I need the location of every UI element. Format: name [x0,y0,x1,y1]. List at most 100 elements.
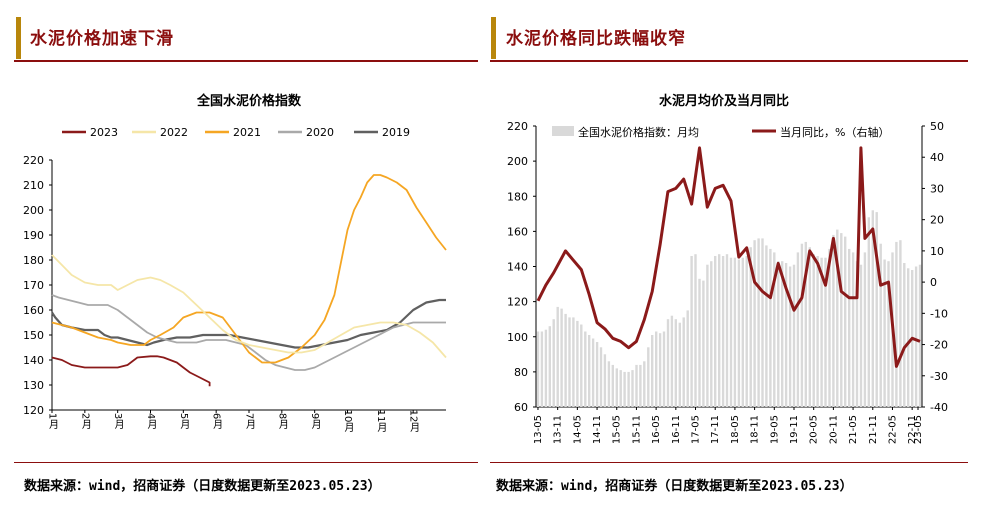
bar-month-avg [682,317,685,407]
right-x-tick-label: 14-05 [572,415,583,444]
right-x-tick-label: 16-05 [651,415,662,444]
bar-month-avg [639,364,642,407]
bar-month-avg [840,233,843,407]
right-x-tick-label: 18-05 [730,415,741,444]
bar-month-avg [698,278,701,407]
bar-month-avg [674,319,677,407]
bar-month-avg [844,236,847,407]
left-x-tick-label: 12月 [408,410,420,434]
bar-month-avg [816,256,819,407]
bar-month-avg [848,248,851,407]
bar-month-avg [635,364,638,407]
bar-month-avg [651,335,654,407]
left-y-tick-label: 170 [23,279,44,292]
bar-month-avg [781,261,784,407]
bar-month-avg [879,243,882,407]
right-x-tick-label: 20-05 [809,415,820,444]
right-chart-y2-tick-label: -20 [930,339,948,352]
left-y-tick-label: 200 [23,204,44,217]
right-x-tick-label: 18-11 [750,415,761,444]
bar-month-avg [800,243,804,407]
bar-month-avg [576,320,579,407]
legend-label-bar: 全国水泥价格指数：月均 [578,125,699,139]
bar-month-avg [568,317,571,407]
bar-month-avg [867,217,870,407]
left-x-tick-label: 6月 [211,413,223,430]
bar-month-avg [552,319,555,407]
bar-month-avg [670,315,674,407]
right-chart-title: 水泥月均价及当月同比 [659,93,789,109]
bar-month-avg [737,259,741,407]
left-x-tick-label: 9月 [309,413,321,430]
bar-month-avg [792,264,796,407]
legend-label-line: 当月同比，%（右轴） [780,125,889,139]
bar-month-avg [536,331,540,407]
left-y-tick-label: 190 [23,229,44,242]
bar-month-avg [564,313,567,407]
bar-month-avg [804,241,807,407]
left-y-tick-label: 180 [23,254,44,267]
bar-month-avg [588,335,591,407]
bar-month-avg [556,306,559,407]
bar-month-avg [812,254,815,407]
bar-month-avg [572,317,575,407]
bar-month-avg [678,322,681,407]
bar-month-avg [631,370,634,407]
bar-month-avg [584,331,587,407]
bar-month-avg [627,371,630,407]
right-x-tick-label: 17-11 [710,415,721,444]
bar-month-avg [777,261,780,407]
bar-month-avg [820,257,823,407]
left-y-tick-label: 140 [23,354,44,367]
bar-month-avg [548,326,551,407]
bar-month-avg [796,252,800,407]
bar-month-avg [721,256,725,407]
right-chart-y-tick-label: 140 [507,261,528,274]
bar-month-avg [623,371,626,407]
bar-month-avg [725,254,729,407]
bar-month-avg [883,259,886,407]
left-x-tick-label: 3月 [112,413,124,430]
left-x-tick-label: 8月 [276,413,288,430]
left-panel-title: 水泥价格加速下滑 [30,29,174,49]
bar-month-avg [875,212,878,407]
right-x-tick-label: 20-11 [828,415,839,444]
bar-month-avg [643,361,646,407]
legend-label-2022: 2022 [160,126,188,139]
bar-month-avg [788,266,792,407]
yoy-line [536,146,921,368]
bar-month-avg [540,331,544,407]
bar-month-avg [773,252,776,407]
series-line-2022 [51,254,447,359]
bar-month-avg [784,263,788,407]
bar-month-avg [899,240,902,407]
bar-month-avg [824,257,827,407]
left-x-tick-label: 11月 [375,410,387,434]
bar-month-avg [851,252,855,407]
right-x-tick-label: 22-11 [907,415,918,444]
right-chart-y2-tick-label: 10 [930,245,944,258]
right-chart-y2-tick-label: 40 [930,151,944,164]
right-x-tick-label: 13-05 [533,415,544,444]
right-chart-y-tick-label: 60 [514,401,528,414]
bar-month-avg [718,254,721,407]
bar-month-avg [769,248,772,407]
right-chart-y-tick-label: 160 [507,225,528,238]
bar-month-avg [855,261,859,407]
right-chart-y-tick-label: 80 [514,366,528,379]
bar-month-avg [619,370,622,407]
right-chart-y2-tick-label: 30 [930,182,944,195]
bar-month-avg [706,264,709,407]
bar-month-avg [655,331,658,407]
bar-month-avg [903,263,906,407]
right-chart-y-tick-label: 100 [507,331,528,344]
left-y-tick-label: 160 [23,304,44,317]
bar-month-avg [595,342,599,407]
bar-month-avg [729,257,733,407]
right-chart-y2-tick-label: -10 [930,307,948,320]
bar-month-avg [690,256,693,407]
bar-month-avg [611,364,614,407]
bar-month-avg [832,234,835,407]
legend-label-2023: 2023 [90,126,118,139]
